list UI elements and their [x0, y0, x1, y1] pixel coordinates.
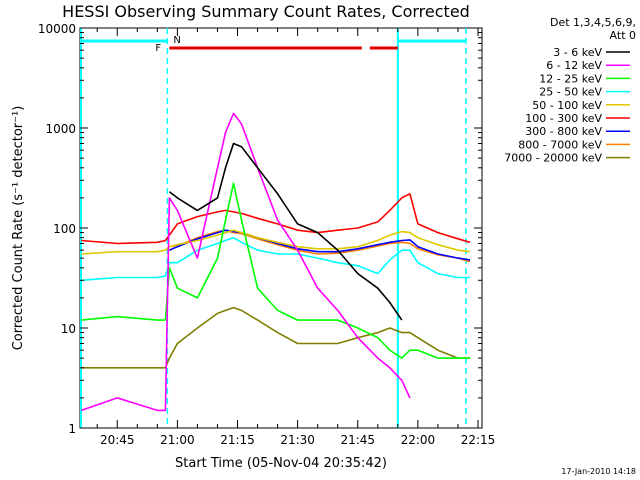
x-tick-label: 21:45	[340, 433, 375, 447]
x-tick-label: 21:15	[220, 433, 255, 447]
series-line-4	[81, 229, 471, 255]
legend-label: 3 - 6 keV	[553, 46, 602, 59]
legend-label: 100 - 300 keV	[525, 112, 602, 125]
legend-label: 6 - 12 keV	[546, 59, 602, 72]
y-axis-label: Corrected Count Rate (s⁻¹ detector⁻¹)	[11, 106, 26, 351]
series-line-8	[81, 306, 470, 369]
series-line-1	[80, 112, 411, 412]
legend-label: 7000 - 20000 keV	[504, 152, 602, 165]
legend-header-line: Att 0	[610, 29, 636, 42]
x-tick-label: 20:45	[100, 433, 135, 447]
x-tick-label: 22:15	[461, 433, 496, 447]
flare-flag-label: F	[155, 43, 161, 54]
legend-label: 25 - 50 keV	[539, 86, 602, 99]
series-line-5	[81, 193, 471, 245]
legend-label: 800 - 7000 keV	[518, 138, 602, 151]
legend-header-line: Det 1,3,4,5,6,9,	[550, 16, 636, 29]
series-line-3	[81, 236, 470, 282]
plot-area: FN	[80, 28, 471, 428]
series-line-6	[169, 229, 471, 261]
y-tick-label: 10	[61, 322, 76, 336]
night-flag-label: N	[173, 35, 180, 46]
legend-label: 300 - 800 keV	[525, 125, 602, 138]
x-axis: 20:45 21:00 21:15 21:30 21:45 22:00 22:15	[96, 28, 496, 447]
x-tick-label: 22:00	[401, 433, 436, 447]
y-tick-label: 1000	[45, 122, 76, 136]
x-tick-label: 21:30	[280, 433, 315, 447]
x-axis-label: Start Time (05-Nov-04 20:35:42)	[175, 456, 387, 471]
footer-timestamp: 17-Jan-2010 14:18	[561, 467, 636, 476]
legend-header: Det 1,3,4,5,6,9,Att 0	[550, 16, 636, 42]
y-tick-label: 10000	[38, 22, 76, 36]
y-tick-label: 100	[53, 222, 76, 236]
legend-label: 50 - 100 keV	[532, 99, 602, 112]
x-tick-label: 21:00	[160, 433, 195, 447]
y-axis: 1 10 100 1000 10000	[38, 22, 482, 436]
series-line-2	[81, 182, 470, 359]
legend-label: 12 - 25 keV	[539, 72, 602, 85]
y-tick-label: 1	[68, 422, 76, 436]
series-line-0	[168, 142, 403, 321]
chart-title: HESSI Observing Summary Count Rates, Cor…	[62, 2, 470, 21]
